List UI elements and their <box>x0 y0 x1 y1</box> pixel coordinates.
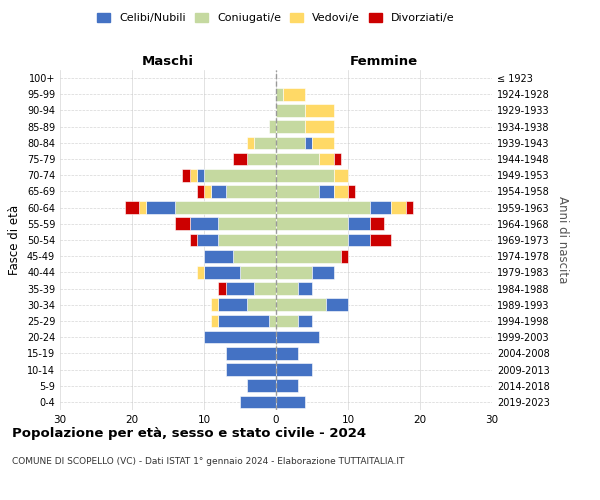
Bar <box>312 136 334 149</box>
Bar <box>276 266 312 278</box>
Text: Popolazione per età, sesso e stato civile - 2024: Popolazione per età, sesso e stato civil… <box>12 428 366 440</box>
Bar <box>254 282 276 295</box>
Bar <box>226 347 276 360</box>
Bar <box>276 282 298 295</box>
Bar <box>146 202 175 214</box>
Y-axis label: Fasce di età: Fasce di età <box>8 205 21 275</box>
Bar <box>305 104 334 117</box>
Bar <box>269 120 276 133</box>
Bar <box>391 202 406 214</box>
Bar <box>218 218 276 230</box>
Bar <box>247 152 276 166</box>
Bar <box>240 396 276 408</box>
Bar <box>276 202 370 214</box>
Bar <box>276 250 341 262</box>
Bar <box>312 266 334 278</box>
Bar <box>276 88 283 101</box>
Bar <box>211 314 218 328</box>
Bar <box>254 136 276 149</box>
Bar <box>190 218 218 230</box>
Bar <box>197 169 204 181</box>
Bar <box>276 234 348 246</box>
Bar <box>276 120 305 133</box>
Legend: Celibi/Nubili, Coniugati/e, Vedovi/e, Divorziati/e: Celibi/Nubili, Coniugati/e, Vedovi/e, Di… <box>93 8 459 28</box>
Bar <box>276 347 298 360</box>
Bar <box>182 169 190 181</box>
Bar <box>226 282 254 295</box>
Bar <box>334 169 348 181</box>
Bar <box>197 266 204 278</box>
Bar <box>319 185 334 198</box>
Bar <box>233 250 276 262</box>
Bar <box>341 250 348 262</box>
Bar <box>334 185 348 198</box>
Bar <box>276 396 305 408</box>
Bar <box>204 169 276 181</box>
Bar <box>211 185 226 198</box>
Bar <box>190 234 197 246</box>
Bar <box>276 152 319 166</box>
Bar <box>269 314 276 328</box>
Bar <box>197 234 218 246</box>
Bar <box>406 202 413 214</box>
Bar <box>247 298 276 311</box>
Bar <box>218 314 269 328</box>
Bar <box>139 202 146 214</box>
Text: Femmine: Femmine <box>350 54 418 68</box>
Bar <box>233 152 247 166</box>
Bar <box>319 152 334 166</box>
Bar <box>326 298 348 311</box>
Bar <box>197 185 204 198</box>
Bar <box>204 250 233 262</box>
Bar <box>204 185 211 198</box>
Bar <box>276 136 305 149</box>
Bar <box>276 380 298 392</box>
Bar <box>218 282 226 295</box>
Bar <box>348 218 370 230</box>
Bar <box>247 136 254 149</box>
Bar <box>276 169 334 181</box>
Bar <box>190 169 197 181</box>
Bar <box>247 380 276 392</box>
Bar <box>226 363 276 376</box>
Bar <box>305 136 312 149</box>
Bar <box>211 298 218 311</box>
Bar <box>370 234 391 246</box>
Bar <box>334 152 341 166</box>
Bar <box>283 88 305 101</box>
Bar <box>175 202 276 214</box>
Bar <box>204 266 240 278</box>
Bar <box>276 314 298 328</box>
Bar <box>276 331 319 344</box>
Bar <box>276 104 305 117</box>
Bar <box>305 120 334 133</box>
Bar <box>298 314 312 328</box>
Text: COMUNE DI SCOPELLO (VC) - Dati ISTAT 1° gennaio 2024 - Elaborazione TUTTAITALIA.: COMUNE DI SCOPELLO (VC) - Dati ISTAT 1° … <box>12 458 404 466</box>
Bar <box>298 282 312 295</box>
Bar <box>276 218 348 230</box>
Bar <box>276 363 312 376</box>
Bar <box>240 266 276 278</box>
Bar <box>276 298 326 311</box>
Text: Maschi: Maschi <box>142 54 194 68</box>
Bar <box>218 298 247 311</box>
Bar <box>226 185 276 198</box>
Bar <box>125 202 139 214</box>
Bar <box>348 185 355 198</box>
Bar <box>348 234 370 246</box>
Bar <box>204 331 276 344</box>
Bar <box>370 218 384 230</box>
Bar <box>175 218 190 230</box>
Bar <box>370 202 391 214</box>
Bar <box>276 185 319 198</box>
Bar <box>218 234 276 246</box>
Y-axis label: Anni di nascita: Anni di nascita <box>556 196 569 284</box>
